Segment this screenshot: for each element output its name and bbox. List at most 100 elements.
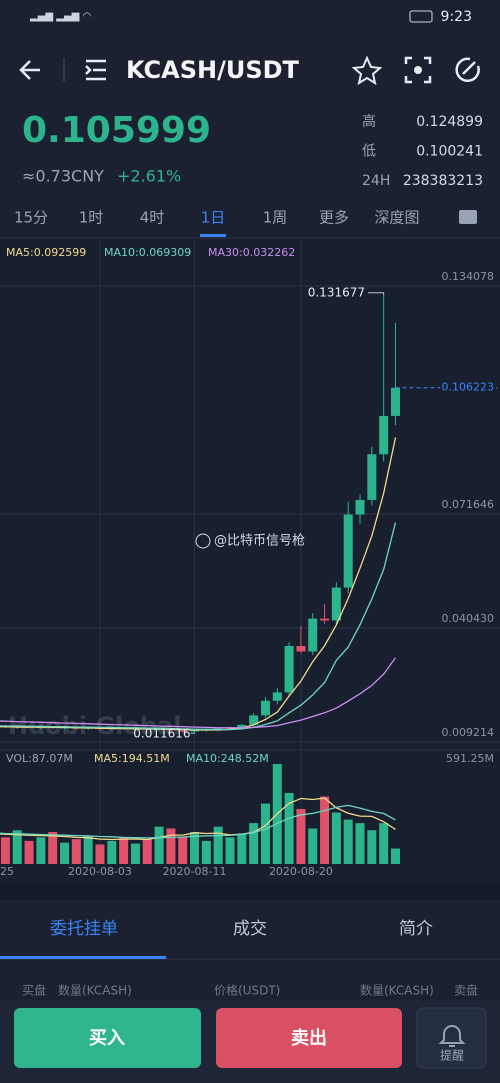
x-tick-label: 07-25	[0, 865, 14, 878]
volume-bar	[178, 837, 188, 864]
volume-bar	[0, 837, 10, 864]
ma-line	[0, 657, 397, 729]
sell-button[interactable]	[216, 1008, 402, 1068]
cny-price: ≈0.73CNY	[22, 167, 104, 186]
timeframe-tab[interactable]: 1日	[201, 209, 226, 227]
candle-body	[260, 700, 270, 716]
volume-bar	[225, 837, 235, 864]
orders-tab[interactable]: 简介	[399, 919, 433, 939]
candle-body	[249, 715, 259, 725]
volume-ma-legend: MA5:194.51M	[94, 752, 170, 765]
ma-line	[0, 522, 397, 731]
volume-bar	[320, 796, 330, 864]
weibo-watermark: @比特币信号枪	[214, 533, 305, 549]
ma-legend: MA5:0.092599	[6, 246, 86, 259]
orders-column: 价格(USDT)	[214, 983, 280, 998]
candle-body	[190, 730, 200, 732]
orders-tab[interactable]: 委托挂单	[50, 919, 118, 939]
clock: 9:23	[441, 9, 472, 25]
timeframe-tab[interactable]: 更多	[319, 209, 349, 227]
candle-body	[379, 415, 389, 455]
volume-bar	[343, 819, 353, 864]
alert-label[interactable]: 提醒	[440, 1048, 464, 1063]
volume-ma-legend: MA10:248.52M	[186, 752, 269, 765]
bell-icon	[438, 1025, 466, 1047]
stat-value: 0.124899	[416, 114, 483, 130]
volume-bar	[24, 840, 34, 864]
divider	[0, 882, 500, 900]
alert-button[interactable]	[416, 1007, 487, 1069]
timeframe-tab[interactable]: 1时	[79, 209, 104, 227]
timeframe-tab[interactable]: 1周	[263, 209, 288, 227]
candle-body	[237, 724, 247, 728]
candle-body	[367, 454, 377, 500]
high-leader	[368, 292, 385, 295]
volume-bar	[308, 828, 318, 864]
volume-bar	[83, 835, 93, 864]
volume-bar	[201, 840, 211, 864]
stat-value: 0.100241	[416, 144, 483, 160]
last-price-box	[440, 379, 496, 396]
volume-bar	[95, 844, 105, 864]
candle-body	[296, 646, 306, 652]
favorite-button[interactable]	[351, 55, 383, 86]
volume-legend: VOL:87.07M	[6, 752, 73, 765]
volume-bar	[48, 832, 58, 864]
y-tick-label: 0.071646	[442, 498, 495, 511]
candle-body	[284, 646, 294, 693]
tab-indicator	[200, 234, 226, 237]
buy-button[interactable]	[14, 1008, 201, 1068]
volume-bar	[107, 840, 117, 864]
stat-label: 高	[362, 113, 376, 130]
y-tick-label: 0.009214	[442, 726, 495, 739]
volume-bar	[12, 830, 22, 864]
x-tick-label: 2020-08-11	[163, 865, 227, 878]
orders-tab[interactable]: 成交	[233, 919, 267, 939]
orders-indicator	[0, 956, 166, 959]
volume-bar	[249, 823, 259, 864]
volume-bar	[237, 833, 247, 864]
volume-bar	[119, 837, 129, 864]
low-annotation: 0.011616	[133, 727, 190, 741]
stat-value: 238383213	[403, 173, 483, 189]
volume-bar	[213, 826, 223, 864]
high-annotation: 0.131677	[308, 285, 365, 299]
menu-button[interactable]	[85, 59, 106, 81]
timeframe-tab[interactable]: 15分	[14, 209, 48, 227]
volume-bar	[71, 839, 81, 864]
candle-body	[320, 618, 330, 621]
change: +2.61%	[117, 167, 181, 186]
y-tick-label: 0.134078	[442, 270, 495, 283]
sell-label[interactable]: 卖出	[291, 1027, 327, 1049]
volume-bar	[36, 837, 46, 864]
last-price: 0.105999	[22, 110, 211, 151]
y-tick-label: 0.040430	[442, 612, 495, 625]
back-button[interactable]	[19, 60, 40, 80]
volume-bar	[379, 823, 389, 864]
volume-bar	[142, 839, 152, 864]
timeframe-tab[interactable]: 深度图	[374, 209, 419, 227]
volume-bar	[154, 826, 164, 864]
scan-button[interactable]	[404, 56, 432, 84]
orders-column: 买盘	[22, 983, 46, 998]
buy-label[interactable]: 买入	[89, 1028, 125, 1049]
volume-bar	[390, 848, 400, 864]
settings-button[interactable]	[459, 210, 477, 224]
volume-bar	[296, 808, 306, 864]
volume-bar	[60, 842, 70, 864]
candle-body	[343, 514, 353, 588]
x-tick-label: 2020-08-20	[269, 865, 333, 878]
chart-area	[0, 240, 500, 882]
orders-column: 数量(KCASH)	[360, 983, 434, 998]
signal: ▂▄▆ ▂▄▆ ◠	[29, 11, 91, 22]
volume-ma-line	[0, 804, 396, 839]
stat-label: 24H	[362, 173, 390, 189]
refresh-button[interactable]	[455, 57, 480, 82]
last-price-label: 0.106223	[442, 381, 495, 394]
candle-body	[308, 618, 318, 652]
scan-dot	[414, 66, 422, 74]
pair: KCASH/USDT	[126, 56, 300, 84]
timeframe-tab[interactable]: 4时	[140, 209, 165, 227]
volume-bar	[130, 843, 140, 864]
